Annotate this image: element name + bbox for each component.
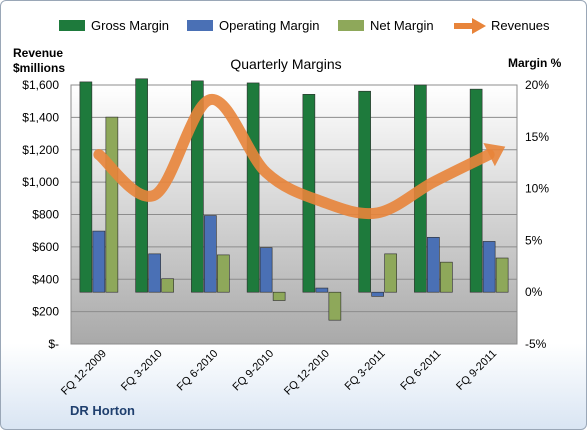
- x-tick-label: FQ 3-2010: [119, 348, 165, 394]
- chart-title: Quarterly Margins: [230, 56, 341, 72]
- right-tick-label: 20%: [525, 78, 549, 92]
- bar-net-margin-fq-12-2010: [328, 291, 342, 321]
- x-tick-label: FQ 6-2010: [175, 348, 221, 394]
- legend-label-net-margin: Net Margin: [370, 18, 434, 33]
- bar-gross-margin-fq-3-2011: [358, 90, 371, 293]
- bar-operating-margin-fq-6-2011: [427, 236, 440, 293]
- bar-net-margin-fq-3-2010: [161, 278, 174, 293]
- bar-net-margin-fq-3-2011: [384, 253, 397, 293]
- left-tick-label: $400: [32, 272, 59, 286]
- company-name: DR Horton: [70, 403, 135, 418]
- legend-label-operating-margin: Operating Margin: [219, 18, 319, 33]
- x-tick-label: FQ 9-2010: [231, 348, 277, 394]
- bar-gross-margin-fq-6-2010: [191, 80, 204, 293]
- x-axis-ticks: FQ 12-2009 FQ 3-2010 FQ 6-2010 FQ 9-2010 FQ …: [59, 348, 499, 398]
- bar-gross-margin-fq-12-2009: [79, 81, 93, 293]
- revenue-line-path: [93, 94, 495, 220]
- bar-gross-margin-fq-9-2010: [246, 82, 260, 293]
- right-tick-label: 10%: [525, 182, 549, 196]
- legend-swatch-revenues: [454, 18, 486, 34]
- revenue-line-arrowhead: [483, 142, 506, 167]
- bar-operating-margin-fq-6-2010: [204, 215, 217, 293]
- left-tick-label: $-: [48, 337, 59, 351]
- left-axis-title-line2: $millions: [13, 61, 65, 75]
- x-tick-label: FQ 12-2010: [282, 348, 332, 398]
- left-tick-label: $800: [32, 208, 59, 222]
- left-tick-label: $1,000: [22, 175, 59, 189]
- left-tick-label: $1,400: [22, 110, 59, 124]
- right-axis-title: Margin %: [508, 56, 562, 70]
- legend: Gross Margin Operating Margin Net Margin…: [59, 18, 550, 34]
- legend-swatch-operating-margin: [187, 20, 213, 31]
- bar-gross-margin-fq-9-2011: [469, 88, 483, 293]
- bar-operating-margin-fq-9-2011: [482, 241, 496, 293]
- bar-operating-margin-fq-9-2010: [259, 247, 273, 293]
- bar-operating-margin-fq-12-2010: [315, 287, 329, 293]
- right-tick-label: 0%: [525, 285, 543, 299]
- right-tick-label: -5%: [525, 337, 547, 351]
- left-axis-title-line1: Revenue: [13, 46, 63, 60]
- bars: [79, 78, 509, 321]
- right-tick-label: 15%: [525, 130, 549, 144]
- legend-label-gross-margin: Gross Margin: [91, 18, 169, 33]
- bar-gross-margin-fq-3-2010: [135, 78, 148, 293]
- legend-swatch-gross-margin: [59, 20, 85, 31]
- left-tick-label: $1,200: [22, 143, 59, 157]
- x-tick-label: FQ 6-2011: [398, 348, 443, 393]
- x-tick-label: FQ 12-2009: [59, 348, 109, 398]
- left-tick-label: $1,600: [22, 78, 59, 92]
- bar-net-margin-fq-6-2011: [440, 261, 453, 293]
- x-tick-label: FQ 3-2011: [343, 348, 388, 393]
- right-tick-label: 5%: [525, 233, 543, 247]
- bar-operating-margin-fq-3-2011: [371, 291, 384, 297]
- legend-label-revenues: Revenues: [491, 18, 550, 33]
- x-tick-label: FQ 9-2011: [454, 348, 499, 393]
- right-axis-ticks: -5% 0% 5% 10% 15% 20%: [525, 78, 549, 351]
- left-axis-ticks: $- $200 $400 $600 $800 $1,000 $1,200 $1,400 $1,6…: [22, 78, 59, 351]
- revenue-line: [93, 94, 506, 220]
- left-tick-label: $600: [32, 240, 59, 254]
- bar-operating-margin-fq-3-2010: [148, 253, 161, 293]
- bar-net-margin-fq-9-2011: [495, 257, 509, 293]
- bar-net-margin-fq-12-2009: [105, 116, 119, 293]
- bar-operating-margin-fq-12-2009: [92, 230, 106, 293]
- bar-net-margin-fq-9-2010: [272, 291, 286, 301]
- bar-net-margin-fq-6-2010: [217, 254, 230, 293]
- legend-swatch-net-margin: [338, 20, 364, 31]
- left-tick-label: $200: [32, 305, 59, 319]
